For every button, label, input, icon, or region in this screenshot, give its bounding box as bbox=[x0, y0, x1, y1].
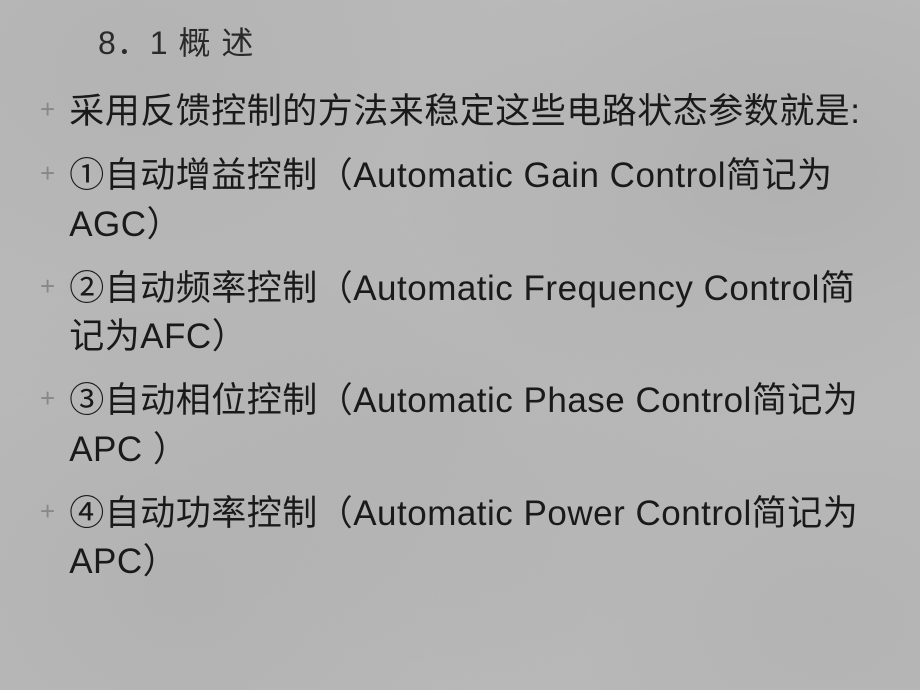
bullet-item: + ①自动增益控制（Automatic Gain Control简记为AGC） bbox=[40, 152, 880, 249]
bullet-item: + ④自动功率控制（Automatic Power Control简记为APC） bbox=[40, 490, 880, 587]
bullet-marker: + bbox=[40, 383, 55, 414]
slide-content: 8．1 概 述 + 采用反馈控制的方法来稳定这些电路状态参数就是: + ①自动增… bbox=[0, 0, 920, 587]
bullet-item: + 采用反馈控制的方法来稳定这些电路状态参数就是: bbox=[40, 88, 880, 136]
bullet-text: ③自动相位控制（Automatic Phase Control简记为APC ） bbox=[69, 377, 880, 474]
bullet-text: ④自动功率控制（Automatic Power Control简记为APC） bbox=[69, 490, 880, 587]
slide-title: 8．1 概 述 bbox=[98, 18, 880, 64]
bullet-marker: + bbox=[40, 94, 55, 125]
bullet-marker: + bbox=[40, 158, 55, 189]
bullet-text: ①自动增益控制（Automatic Gain Control简记为AGC） bbox=[69, 152, 880, 249]
bullet-item: + ②自动频率控制（Automatic Frequency Control简记为… bbox=[40, 265, 880, 362]
bullet-text: 采用反馈控制的方法来稳定这些电路状态参数就是: bbox=[69, 88, 860, 136]
bullet-text: ②自动频率控制（Automatic Frequency Control简记为AF… bbox=[69, 265, 880, 362]
bullet-marker: + bbox=[40, 496, 55, 527]
bullet-item: + ③自动相位控制（Automatic Phase Control简记为APC … bbox=[40, 377, 880, 474]
bullet-marker: + bbox=[40, 271, 55, 302]
